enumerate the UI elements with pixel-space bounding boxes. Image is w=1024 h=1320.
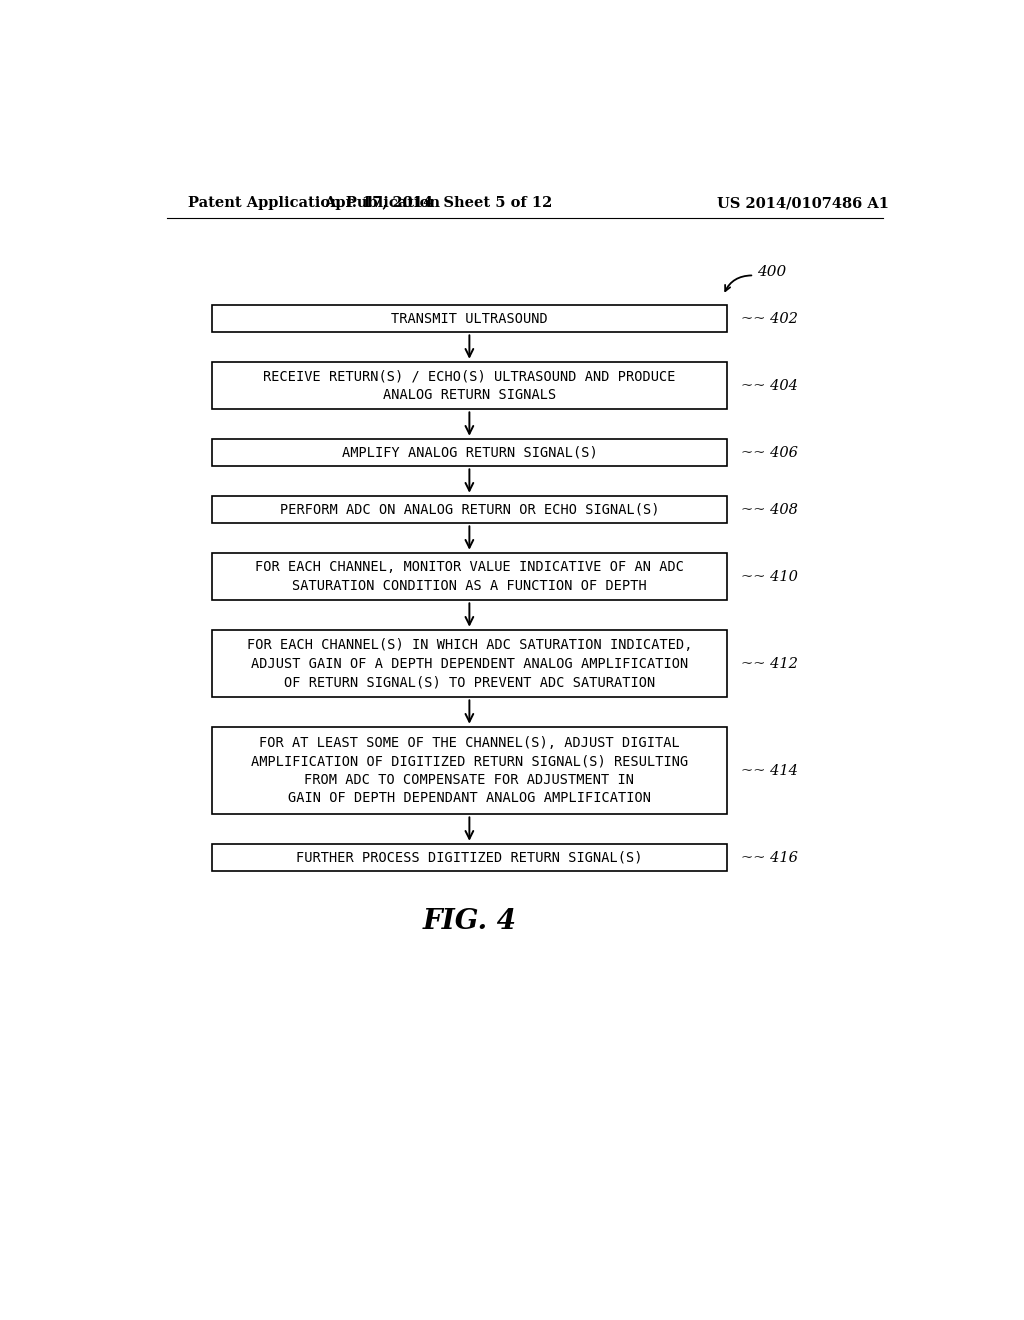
- Text: ANALOG RETURN SIGNALS: ANALOG RETURN SIGNALS: [383, 388, 556, 401]
- Text: US 2014/0107486 A1: US 2014/0107486 A1: [717, 197, 889, 210]
- Bar: [212, 630, 727, 697]
- Bar: [212, 362, 727, 409]
- Bar: [212, 553, 727, 601]
- Bar: [212, 726, 727, 814]
- Text: 400: 400: [758, 265, 786, 280]
- Text: TRANSMIT ULTRASOUND: TRANSMIT ULTRASOUND: [391, 312, 548, 326]
- Text: PERFORM ADC ON ANALOG RETURN OR ECHO SIGNAL(S): PERFORM ADC ON ANALOG RETURN OR ECHO SIG…: [280, 503, 659, 516]
- Text: ~~ 414: ~~ 414: [741, 763, 798, 777]
- Text: ADJUST GAIN OF A DEPTH DEPENDENT ANALOG AMPLIFICATION: ADJUST GAIN OF A DEPTH DEPENDENT ANALOG …: [251, 656, 688, 671]
- Text: OF RETURN SIGNAL(S) TO PREVENT ADC SATURATION: OF RETURN SIGNAL(S) TO PREVENT ADC SATUR…: [284, 675, 655, 689]
- Text: AMPLIFY ANALOG RETURN SIGNAL(S): AMPLIFY ANALOG RETURN SIGNAL(S): [342, 446, 597, 459]
- Text: ~~ 410: ~~ 410: [741, 569, 798, 583]
- Text: RECEIVE RETURN(S) / ECHO(S) ULTRASOUND AND PRODUCE: RECEIVE RETURN(S) / ECHO(S) ULTRASOUND A…: [263, 370, 676, 383]
- Text: AMPLIFICATION OF DIGITIZED RETURN SIGNAL(S) RESULTING: AMPLIFICATION OF DIGITIZED RETURN SIGNAL…: [251, 754, 688, 768]
- Text: SATURATION CONDITION AS A FUNCTION OF DEPTH: SATURATION CONDITION AS A FUNCTION OF DE…: [292, 578, 647, 593]
- Text: FURTHER PROCESS DIGITIZED RETURN SIGNAL(S): FURTHER PROCESS DIGITIZED RETURN SIGNAL(…: [296, 850, 643, 865]
- Text: FOR AT LEAST SOME OF THE CHANNEL(S), ADJUST DIGITAL: FOR AT LEAST SOME OF THE CHANNEL(S), ADJ…: [259, 735, 680, 750]
- Text: ~~ 406: ~~ 406: [741, 446, 798, 459]
- Text: GAIN OF DEPTH DEPENDANT ANALOG AMPLIFICATION: GAIN OF DEPTH DEPENDANT ANALOG AMPLIFICA…: [288, 791, 651, 805]
- Bar: [212, 843, 727, 871]
- Text: Patent Application Publication: Patent Application Publication: [188, 197, 440, 210]
- Text: ~~ 408: ~~ 408: [741, 503, 798, 516]
- Text: ~~ 404: ~~ 404: [741, 379, 798, 392]
- Text: FOR EACH CHANNEL, MONITOR VALUE INDICATIVE OF AN ADC: FOR EACH CHANNEL, MONITOR VALUE INDICATI…: [255, 560, 684, 574]
- Text: FOR EACH CHANNEL(S) IN WHICH ADC SATURATION INDICATED,: FOR EACH CHANNEL(S) IN WHICH ADC SATURAT…: [247, 638, 692, 652]
- Text: ~~ 402: ~~ 402: [741, 312, 798, 326]
- Text: ~~ 416: ~~ 416: [741, 850, 798, 865]
- Text: ~~ 412: ~~ 412: [741, 656, 798, 671]
- Text: FROM ADC TO COMPENSATE FOR ADJUSTMENT IN: FROM ADC TO COMPENSATE FOR ADJUSTMENT IN: [304, 772, 635, 787]
- Text: Apr. 17, 2014  Sheet 5 of 12: Apr. 17, 2014 Sheet 5 of 12: [324, 197, 552, 210]
- Bar: [212, 438, 727, 466]
- Bar: [212, 305, 727, 333]
- Bar: [212, 496, 727, 524]
- Text: FIG. 4: FIG. 4: [422, 908, 516, 935]
